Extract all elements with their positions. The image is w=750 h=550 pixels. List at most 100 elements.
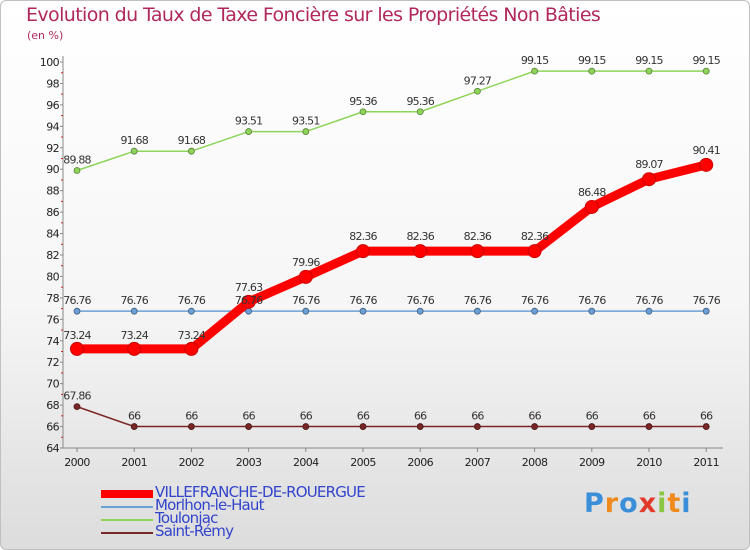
legend-label: Toulonjac [155,509,218,527]
data-point [298,269,313,284]
data-label: 93.51 [235,115,263,128]
y-tick-label: 94 [46,120,59,133]
data-label: 89.07 [635,158,663,171]
data-label: 73.24 [63,329,91,342]
data-point [245,128,253,135]
x-tick-label: 2007 [465,456,491,469]
data-label: 76.76 [406,294,434,307]
logo-letter: r [604,488,620,519]
y-tick-label: 100 [40,56,60,69]
data-label: 66 [300,410,313,423]
data-label: 73.24 [178,329,206,342]
legend-swatch [101,519,153,521]
data-label: 76.76 [464,294,492,307]
logo-letter: i [681,488,692,519]
data-label: 66 [128,410,141,423]
data-label: 95.36 [349,95,377,108]
data-point [184,341,199,356]
data-label: 76.76 [521,294,549,307]
data-point [473,87,481,95]
y-tick-label: 86 [46,206,59,219]
x-tick-label: 2009 [579,456,605,469]
data-label: 66 [414,410,427,423]
logo-letter: t [667,488,682,519]
logo-letter: o [619,488,639,519]
data-label: 76.76 [63,294,91,307]
data-point [127,341,142,356]
data-point [130,423,138,430]
data-point [359,307,367,315]
x-tick-label: 2003 [236,456,262,469]
data-label: 90.41 [692,144,720,157]
y-tick-label: 96 [46,99,59,112]
data-label: 79.96 [292,256,320,269]
data-label: 76.76 [635,294,663,307]
data-point [588,423,596,430]
legend-swatch [101,490,153,498]
y-tick-label: 92 [46,142,59,155]
data-point [356,244,370,259]
data-point [245,423,253,430]
x-tick-label: 2011 [693,456,719,469]
data-point [359,108,367,116]
y-tick-label: 72 [46,356,59,369]
data-label: 66 [357,410,370,423]
y-tick-label: 88 [46,185,59,198]
data-point [416,108,424,116]
x-tick-label: 2006 [407,456,433,469]
data-label: 76.76 [578,294,606,307]
data-point [527,244,542,259]
x-tick-label: 2010 [636,456,662,469]
y-tick-label: 68 [46,399,59,412]
y-tick-label: 64 [46,442,59,455]
data-point [702,423,710,430]
data-label: 66 [643,410,656,423]
legend-swatch [101,532,153,534]
legend-label: Saint-Rémy [155,522,234,540]
data-point [645,67,653,75]
data-label: 82.36 [521,230,549,243]
data-label: 82.36 [406,230,434,243]
data-point [531,67,538,75]
y-tick-label: 74 [46,335,59,348]
proxiti-logo: Proxiti [584,488,692,519]
data-label: 66 [586,410,599,423]
y-tick-label: 80 [46,270,59,283]
chart-title: Evolution du Taux de Taxe Foncière sur l… [26,4,601,26]
y-tick-label: 84 [46,228,59,241]
x-tick-label: 2004 [293,456,319,469]
y-tick-label: 98 [46,77,59,90]
x-tick-label: 2005 [350,456,376,469]
data-point [302,128,310,135]
legend-label: Morlhon-le-Haut [155,496,265,514]
data-point [241,294,256,309]
data-point [531,307,538,315]
data-label: 82.36 [464,230,492,243]
data-point [702,67,710,75]
data-point [642,172,656,187]
data-point [302,423,310,430]
data-point [416,423,424,430]
logo-letter: P [584,488,605,519]
data-label: 66 [185,410,198,423]
data-label: 66 [700,410,713,423]
data-point [70,341,84,356]
data-point [413,244,428,259]
unit-label: (en %) [27,29,64,42]
legend-label: VILLEFRANCHE-DE-ROUERGUE [155,483,366,501]
data-point [588,307,596,315]
data-point [588,67,596,75]
data-label: 76.76 [292,294,320,307]
data-label: 99.15 [635,54,663,67]
data-point [130,307,138,315]
x-tick-label: 2001 [121,456,147,469]
data-point [73,307,81,315]
legend-swatch [101,506,153,508]
data-point [302,307,310,315]
data-point [73,403,81,411]
data-label: 99.15 [521,54,549,67]
y-tick-label: 82 [46,249,59,262]
data-point [187,423,195,430]
data-label: 66 [471,410,484,423]
